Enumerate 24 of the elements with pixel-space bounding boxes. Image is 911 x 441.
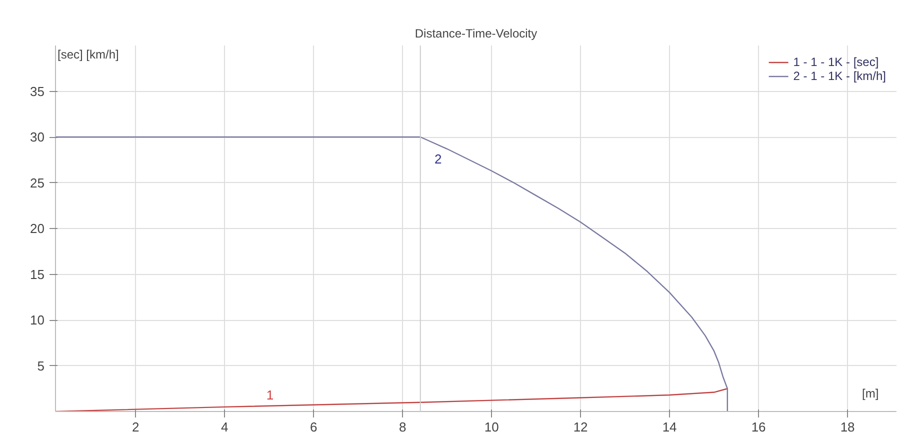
- y-tick-label: 30: [30, 130, 45, 144]
- line-series: [56, 136, 728, 412]
- legend-label: 1 - 1 - 1K - [sec]: [793, 55, 879, 69]
- x-tick-label: 16: [751, 420, 766, 434]
- x-tick-label: 10: [484, 420, 499, 434]
- legend-label: 2 - 1 - 1K - [km/h]: [793, 69, 886, 83]
- y-tick-label: 35: [30, 84, 45, 99]
- y-tick-label: 20: [30, 221, 45, 236]
- x-tick-label: 14: [662, 420, 677, 434]
- y-tick-label: 10: [30, 312, 45, 328]
- y-axis-title: [sec] [km/h]: [58, 48, 119, 62]
- x-tick-label: 2: [132, 420, 140, 434]
- y-tick-label: 5: [37, 358, 45, 374]
- x-tick-label: 4: [220, 420, 228, 434]
- x-tick-label: 6: [310, 420, 318, 434]
- annotation: 1: [266, 388, 274, 403]
- x-tick-label: 12: [573, 420, 588, 434]
- chart-title: Distance-Time-Velocity: [414, 26, 538, 40]
- x-axis-title: [m]: [862, 386, 879, 401]
- x-tick-label: 8: [398, 420, 406, 434]
- y-tick-label: 15: [30, 266, 45, 282]
- annotation: 2: [434, 151, 442, 166]
- y-tick-label: 25: [30, 175, 45, 190]
- x-tick-label: 18: [840, 420, 855, 434]
